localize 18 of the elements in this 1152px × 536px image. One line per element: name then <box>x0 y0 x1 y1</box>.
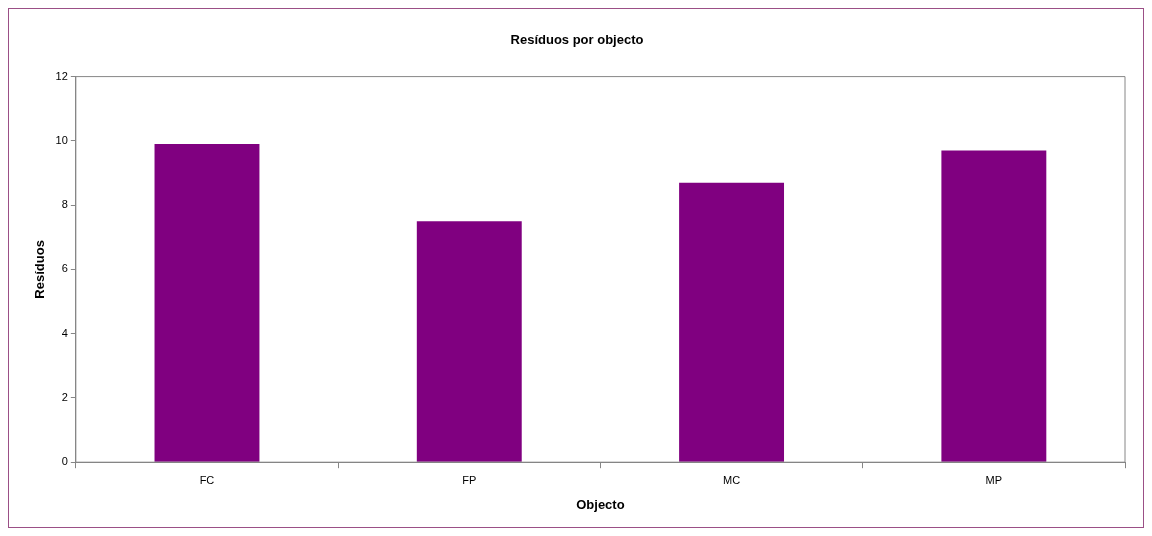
y-tick-label: 12 <box>55 69 68 82</box>
x-tick-label: FP <box>462 473 477 486</box>
x-axis-title: Objecto <box>576 496 625 512</box>
y-tick-label: 4 <box>61 326 68 339</box>
y-tick-label: 2 <box>61 390 68 403</box>
chart-title: Resíduos por objecto <box>510 32 644 48</box>
x-tick-label: MC <box>723 473 741 486</box>
y-tick-label: 6 <box>61 262 68 275</box>
x-tick-label: FC <box>199 473 215 486</box>
y-axis-title: Resíduos <box>32 240 48 299</box>
bar <box>416 221 522 462</box>
bar <box>679 182 785 462</box>
x-tick-label: MP <box>985 473 1003 486</box>
y-tick-label: 0 <box>61 455 68 468</box>
y-tick-label: 10 <box>55 133 68 146</box>
bar <box>941 150 1047 462</box>
y-tick-label: 8 <box>61 198 68 211</box>
bar <box>154 144 260 462</box>
